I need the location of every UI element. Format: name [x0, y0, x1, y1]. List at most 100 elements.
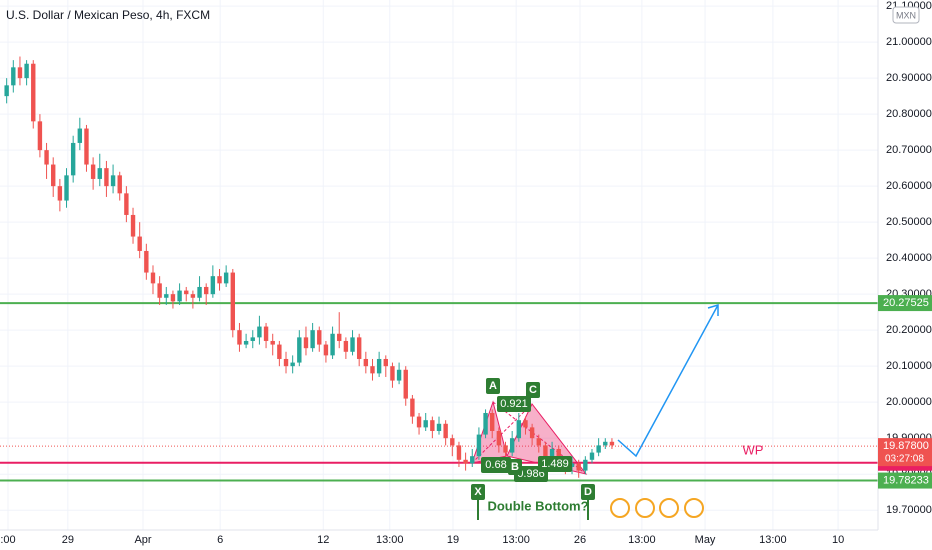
candle-body [603, 441, 608, 446]
candle-body [569, 463, 575, 467]
candle-body [77, 128, 83, 143]
currency-badge [892, 6, 920, 24]
price-tag [878, 295, 932, 312]
grid [0, 0, 878, 530]
y-tick-label: 21.00000 [886, 36, 932, 48]
candle-body [84, 128, 89, 165]
candle-body [51, 164, 56, 187]
pattern-labels: X A C D 0.68 0.921 0.986 1.489 B Double … [471, 378, 763, 520]
candle-body [117, 175, 122, 194]
candle-body [476, 434, 482, 457]
candle-body [297, 337, 302, 363]
levels [0, 302, 878, 482]
x-tick-label: May [695, 534, 716, 546]
candle-body [523, 420, 528, 428]
candle-body [496, 430, 502, 446]
y-tick-label: 20.40000 [886, 252, 932, 264]
point-label: C [529, 384, 537, 396]
event-icon [659, 498, 679, 518]
label-box [526, 382, 540, 398]
candle-body [184, 290, 189, 295]
label-box [581, 484, 595, 500]
candle-body [383, 358, 388, 367]
point-label: B [511, 461, 519, 473]
y-tick-label: 20.20000 [886, 324, 932, 336]
candle-body [536, 438, 541, 446]
countdown: 03:27:08 [885, 454, 924, 465]
point-label: A [489, 380, 497, 392]
candle-body [64, 175, 69, 201]
candle-body [456, 445, 462, 460]
candle-body [257, 326, 262, 338]
x-tick-label: 13:00 [376, 534, 404, 546]
candle-body [190, 294, 196, 298]
candle-body [243, 340, 249, 345]
x-tick-label: 13:00 [628, 534, 656, 546]
candle-body [17, 67, 23, 79]
candle-body [317, 330, 322, 345]
candle-body [589, 452, 595, 460]
candle-body [157, 283, 162, 298]
price-tag [878, 472, 932, 489]
price-tag-label: 20.27525 [883, 297, 929, 309]
candle-body [396, 369, 402, 381]
x-tick-label: 6 [217, 534, 223, 546]
ratio-label: 0.986 [517, 468, 545, 480]
y-tick-label: 20.00000 [886, 396, 932, 408]
candle-body [443, 423, 448, 439]
candle-body [110, 175, 116, 187]
price-tag [878, 438, 932, 467]
candle-body [490, 412, 495, 431]
candle-body [97, 168, 102, 179]
candle-body [416, 416, 422, 428]
candle-body [370, 366, 375, 374]
y-tick-label: 20.60000 [886, 180, 932, 192]
candle-body [529, 427, 535, 439]
label-box [486, 378, 500, 394]
ratio-box [538, 456, 572, 472]
event-icon [610, 498, 630, 518]
candle-body [31, 63, 36, 122]
candle-body [576, 463, 581, 471]
event-icons [610, 498, 704, 518]
candle-body [343, 340, 349, 352]
candle-body [237, 330, 242, 345]
point-label: X [474, 486, 482, 498]
candle-body [609, 441, 615, 446]
x-tick-label: 26 [574, 534, 586, 546]
candle-body [596, 445, 601, 453]
event-icon [635, 498, 655, 518]
candle-body [104, 168, 109, 187]
y-tick-label: 20.10000 [886, 360, 932, 372]
candle-body [403, 369, 408, 399]
candle-body [203, 286, 209, 295]
annotation: Double Bottom? [487, 498, 588, 513]
annotation: WP [743, 442, 764, 457]
label-box [508, 459, 522, 475]
candle-body [337, 333, 342, 341]
candle-body [503, 445, 508, 453]
x-tick-label: 13:00 [759, 534, 787, 546]
candle-body [130, 214, 136, 237]
candle-body [323, 344, 329, 356]
candle-body [177, 290, 182, 302]
candle-body [230, 272, 236, 331]
candle-body [37, 121, 43, 151]
candle-body [223, 272, 229, 284]
projection-arrow [617, 304, 719, 458]
ratio-label: 0.921 [500, 398, 528, 410]
candle-body [363, 358, 369, 367]
candle-body [164, 294, 169, 298]
candle-body [24, 63, 29, 79]
candle-body [70, 142, 76, 176]
candle-body [430, 420, 435, 431]
y-tick-label: 20.90000 [886, 72, 932, 84]
currency: MXN [896, 10, 916, 20]
candle-body [470, 456, 475, 464]
x-tick-label: 10 [832, 534, 844, 546]
ratio-label: 0.68 [485, 459, 506, 471]
candle-body [270, 340, 275, 345]
